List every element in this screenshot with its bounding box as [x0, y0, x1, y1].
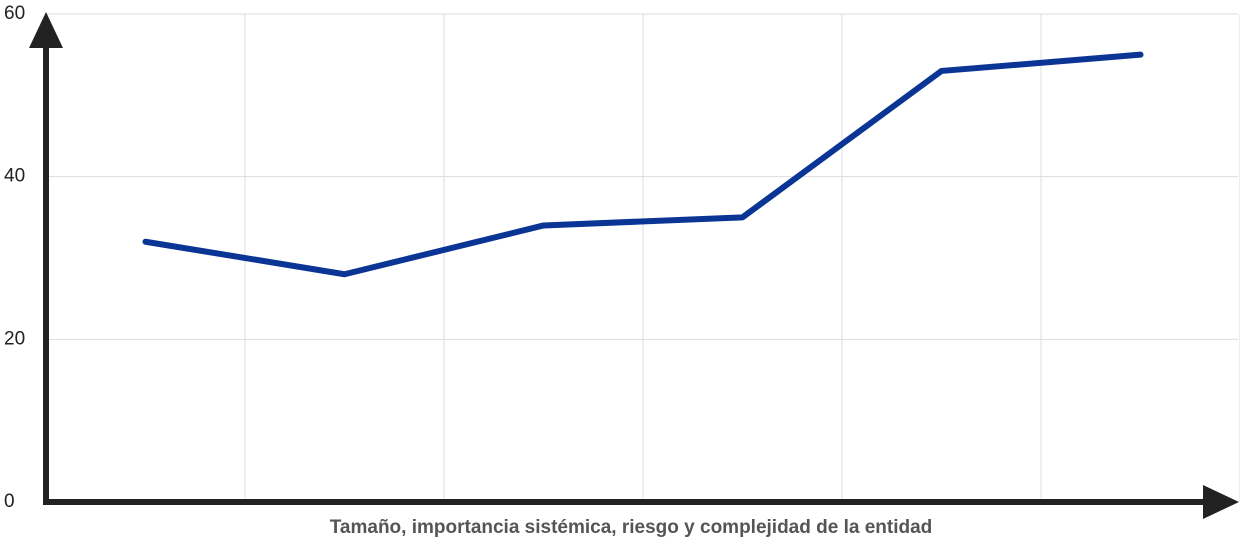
- y-axis-arrow: [29, 12, 63, 48]
- x-axis-arrow: [1203, 485, 1239, 519]
- y-tick-label: 20: [4, 328, 25, 349]
- y-tick-label: 40: [4, 166, 25, 187]
- y-tick-label: 0: [4, 491, 15, 512]
- x-axis-label: Tamaño, importancia sistémica, riesgo y …: [330, 517, 933, 538]
- line-series: [142, 51, 1144, 278]
- y-tick-label: 60: [4, 3, 25, 24]
